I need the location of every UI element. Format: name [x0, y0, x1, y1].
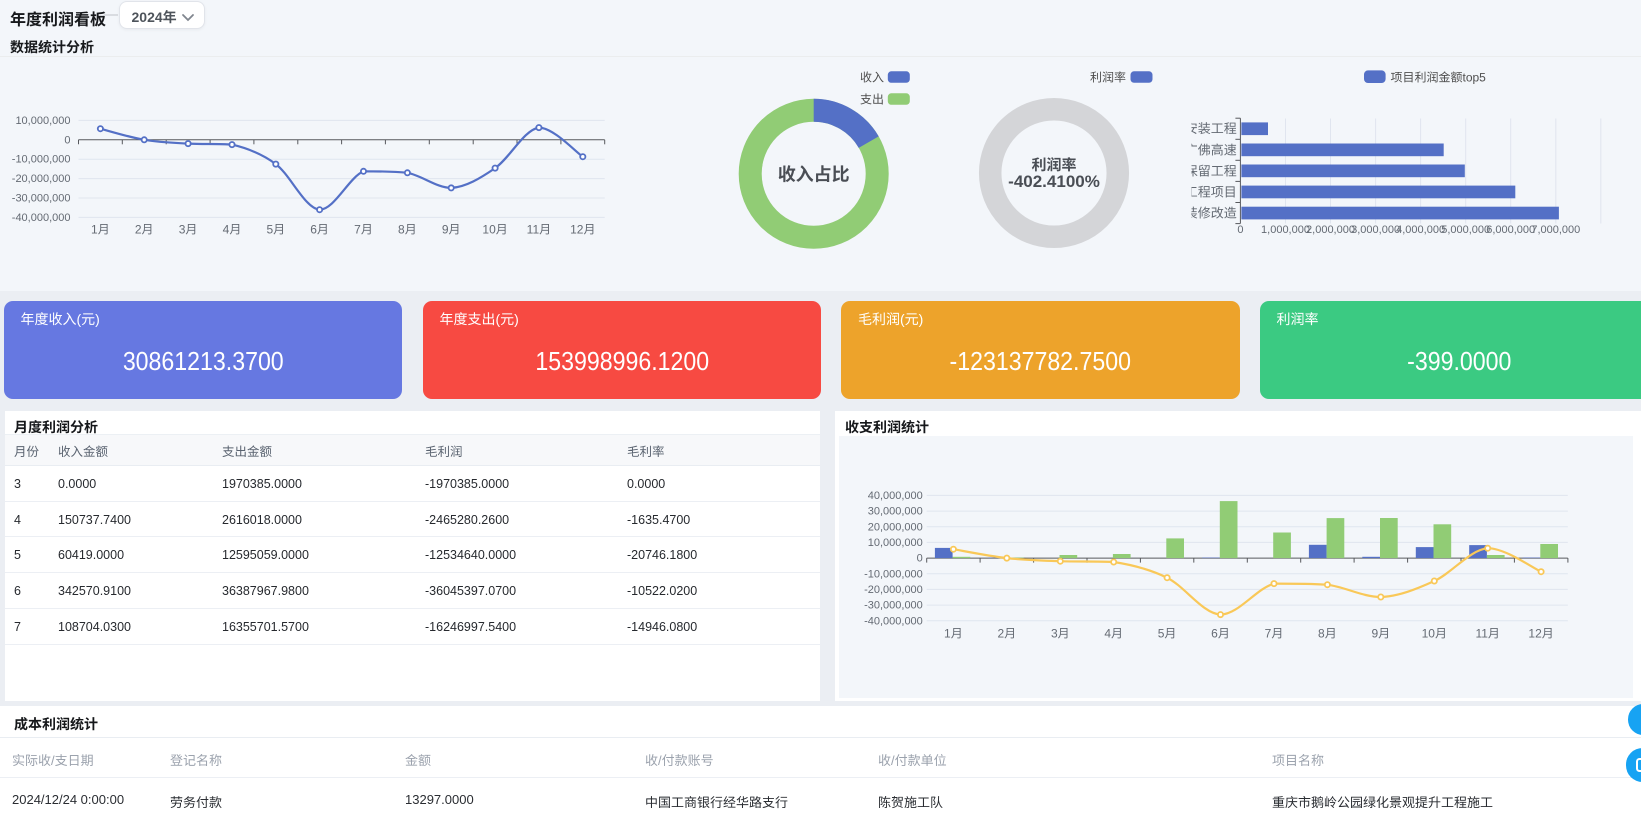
svg-text:2月: 2月 — [997, 627, 1016, 641]
svg-text:支出: 支出 — [860, 93, 884, 107]
svg-text:9月: 9月 — [442, 223, 461, 237]
svg-text:收入: 收入 — [860, 71, 884, 85]
svg-text:-30,000,000: -30,000,000 — [12, 193, 71, 205]
svg-text:6月: 6月 — [310, 223, 329, 237]
svg-text:-40,000,000: -40,000,000 — [864, 615, 923, 627]
svg-text:4月: 4月 — [223, 223, 242, 237]
svg-text:工程项目: 工程项目 — [1185, 185, 1237, 200]
svg-text:20,000,000: 20,000,000 — [868, 521, 923, 533]
svg-text:广佛高速: 广佛高速 — [1185, 142, 1237, 157]
svg-text:40,000,000: 40,000,000 — [868, 490, 923, 502]
svg-text:10月: 10月 — [482, 223, 507, 237]
svg-text:-40,000,000: -40,000,000 — [12, 212, 71, 224]
svg-text:7月: 7月 — [1265, 627, 1284, 641]
svg-text:8月: 8月 — [1318, 627, 1337, 641]
svg-text:2,000,000: 2,000,000 — [1306, 224, 1355, 236]
svg-text:利润率: 利润率 — [1031, 157, 1076, 174]
svg-text:1,000,000: 1,000,000 — [1261, 224, 1310, 236]
svg-text:-20,000,000: -20,000,000 — [12, 173, 71, 185]
svg-text:3,000,000: 3,000,000 — [1351, 224, 1400, 236]
svg-text:3月: 3月 — [1051, 627, 1070, 641]
svg-text:30,000,000: 30,000,000 — [868, 506, 923, 518]
svg-text:3月: 3月 — [179, 223, 198, 237]
svg-text:-10,000,000: -10,000,000 — [12, 154, 71, 166]
svg-text:-20,000,000: -20,000,000 — [864, 584, 923, 596]
svg-text:0: 0 — [1237, 224, 1243, 236]
svg-text:5月: 5月 — [1158, 627, 1177, 641]
svg-text:保留工程: 保留工程 — [1185, 163, 1237, 178]
svg-text:5,000,000: 5,000,000 — [1441, 224, 1490, 236]
svg-text:0: 0 — [64, 134, 70, 146]
svg-text:1月: 1月 — [944, 627, 963, 641]
svg-text:安装工程: 安装工程 — [1185, 121, 1237, 136]
svg-text:11月: 11月 — [1475, 627, 1499, 641]
svg-text:10月: 10月 — [1422, 627, 1447, 641]
svg-text:4,000,000: 4,000,000 — [1396, 224, 1445, 236]
svg-text:6,000,000: 6,000,000 — [1486, 224, 1535, 236]
svg-text:4月: 4月 — [1104, 627, 1123, 641]
svg-text:12月: 12月 — [570, 223, 595, 237]
svg-text:10,000,000: 10,000,000 — [868, 537, 923, 549]
svg-text:7,000,000: 7,000,000 — [1531, 224, 1580, 236]
svg-text:利润率: 利润率 — [1090, 71, 1126, 85]
svg-text:11月: 11月 — [527, 223, 551, 237]
svg-text:项目利润金额top5: 项目利润金额top5 — [1391, 71, 1487, 85]
svg-text:7月: 7月 — [354, 223, 373, 237]
svg-text:9月: 9月 — [1371, 627, 1390, 641]
svg-text:装修改造: 装修改造 — [1185, 206, 1237, 221]
svg-text:1月: 1月 — [91, 223, 110, 237]
svg-text:6月: 6月 — [1211, 627, 1230, 641]
svg-text:收入占比: 收入占比 — [778, 164, 850, 184]
svg-text:12月: 12月 — [1528, 627, 1553, 641]
svg-text:8月: 8月 — [398, 223, 417, 237]
svg-text:2月: 2月 — [135, 223, 154, 237]
svg-text:0: 0 — [917, 553, 923, 565]
svg-text:-30,000,000: -30,000,000 — [864, 600, 923, 612]
svg-text:5月: 5月 — [266, 223, 285, 237]
svg-text:-402.4100%: -402.4100% — [1008, 172, 1100, 191]
svg-text:-10,000,000: -10,000,000 — [864, 568, 923, 580]
svg-text:10,000,000: 10,000,000 — [15, 115, 70, 127]
